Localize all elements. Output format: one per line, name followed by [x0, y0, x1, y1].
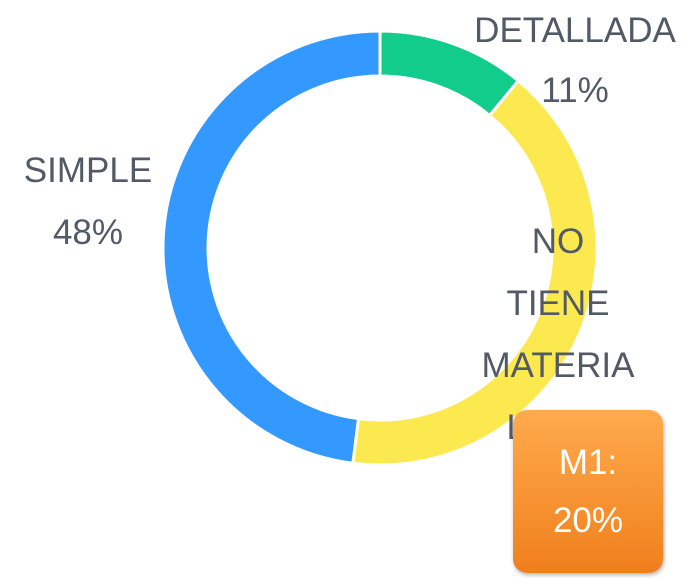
value-label: 11% — [541, 71, 609, 110]
category-label: SIMPLE — [23, 151, 153, 190]
annotation-badge: M1: 20% — [513, 410, 663, 573]
value-label: 48% — [52, 213, 124, 252]
donut-slice — [161, 29, 382, 465]
donut-slice — [351, 78, 599, 467]
category-label: DETALLADA — [474, 11, 676, 50]
